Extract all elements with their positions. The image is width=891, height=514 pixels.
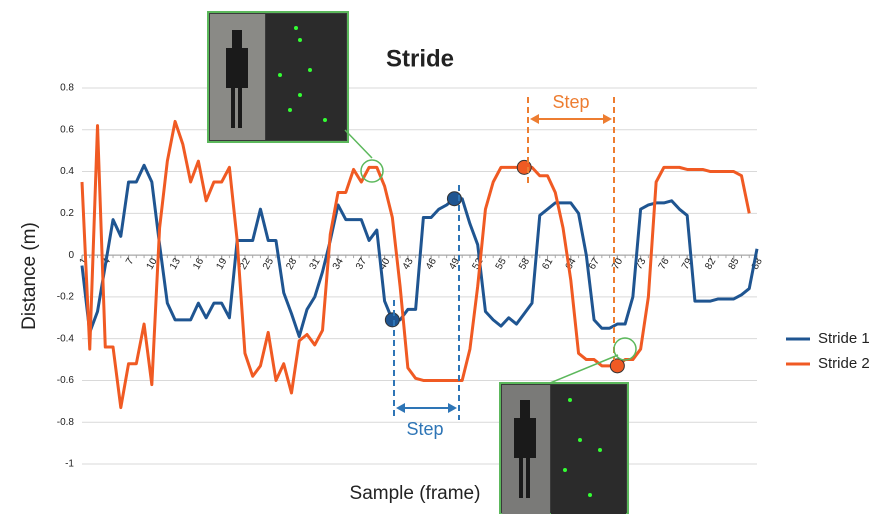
x-tick-label: 58: [517, 256, 532, 272]
series-line: [82, 121, 749, 407]
x-tick-label: 37: [354, 256, 369, 272]
x-tick-label: 31: [308, 256, 323, 272]
x-tick-label: 16: [191, 256, 206, 272]
y-tick-label: -0.2: [57, 292, 75, 303]
inset-top: [208, 12, 383, 182]
y-tick-label: -0.8: [57, 417, 75, 428]
x-tick-label: 43: [401, 256, 416, 272]
x-tick-label: 1: [78, 256, 91, 267]
x-tick-label: 82: [703, 256, 718, 272]
legend-label: Stride 1: [818, 330, 870, 347]
chart: Stride Distance (m) Sample (frame) -1 -0.…: [0, 0, 891, 514]
highlight-point: [610, 359, 624, 373]
y-tick-label: -0.4: [57, 333, 75, 344]
point-cloud: [266, 14, 346, 140]
y-tick-label: -1: [65, 459, 74, 470]
x-tick-label: 64: [564, 256, 579, 272]
y-tick-label: 0: [68, 250, 74, 261]
x-tick-label: 55: [494, 256, 509, 272]
y-tick-label: 0.4: [60, 166, 74, 177]
highlight-point: [385, 313, 399, 327]
x-axis-label: Sample (frame): [350, 483, 481, 504]
x-tick-label: 85: [727, 256, 742, 272]
blue-step: [394, 185, 459, 420]
chart-title: Stride: [386, 45, 454, 72]
y-tick-label: 0.6: [60, 124, 74, 135]
y-axis-label: Distance (m): [19, 222, 40, 330]
x-tick-label: 25: [261, 256, 276, 272]
connector: [345, 130, 372, 158]
orange-step: [528, 97, 614, 360]
x-tick-label: 19: [214, 256, 229, 272]
x-tick-label: 49: [447, 256, 462, 272]
x-tick-label: 13: [168, 256, 183, 272]
y-tick-label: 0.2: [60, 208, 74, 219]
x-tick-label: 28: [284, 256, 299, 272]
y-tick-label: -0.6: [57, 375, 75, 386]
highlight: [614, 338, 636, 360]
annotation: Step: [406, 419, 443, 439]
x-tick-label: 7: [124, 256, 137, 267]
x-tick-label: 61: [540, 256, 555, 272]
x-tick-label: 70: [610, 256, 625, 272]
y-tick-label: 0.8: [60, 83, 74, 94]
x-tick-label: 46: [424, 256, 439, 272]
legend-label: Stride 2: [818, 355, 870, 372]
highlight-point: [517, 160, 531, 174]
x-tick-label: 34: [331, 256, 346, 272]
annotation: Step: [552, 92, 589, 112]
x-tick-label: 76: [657, 256, 672, 272]
